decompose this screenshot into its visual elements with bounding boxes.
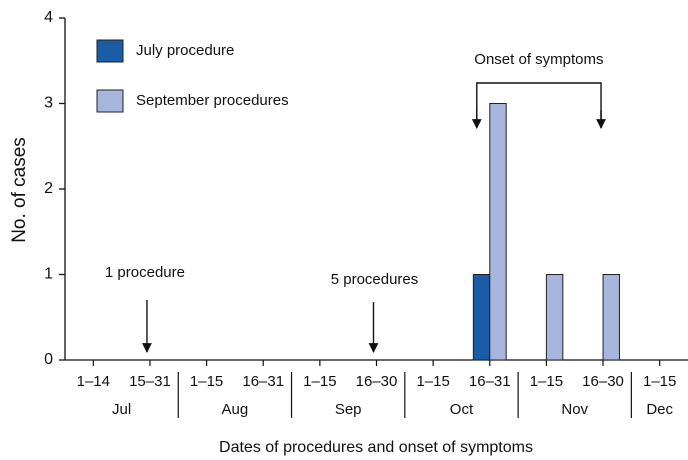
month-label: Sep: [335, 401, 362, 418]
x-tick-label: 1–15: [190, 373, 223, 390]
x-tick-label: 1–15: [416, 373, 449, 390]
bar: [489, 103, 507, 361]
month-label: Jul: [112, 401, 131, 418]
legend-swatch: [96, 89, 124, 113]
annotation-bracket: [476, 82, 602, 128]
y-tick-label: 1: [44, 266, 53, 283]
legend-swatch: [96, 39, 124, 63]
month-label: Dec: [646, 401, 673, 418]
x-tick-label: 16–31: [242, 373, 284, 390]
y-tick-label: 2: [44, 180, 53, 197]
x-tick-label: 1–15: [303, 373, 336, 390]
x-tick-label: 16–30: [582, 373, 624, 390]
x-tick-label: 16–31: [469, 373, 511, 390]
annotation: Onset of symptoms: [474, 51, 603, 68]
x-axis-title: Dates of procedures and onset of symptom…: [219, 439, 533, 456]
legend-label: July procedure: [136, 42, 234, 59]
bar: [602, 274, 620, 361]
bar: [472, 274, 491, 361]
x-tick-label: 15–31: [129, 373, 171, 390]
y-axis-title: No. of cases: [9, 137, 30, 243]
x-tick-label: 1–14: [77, 373, 110, 390]
legend-label: September procedures: [136, 92, 289, 109]
y-tick-label: 0: [44, 351, 53, 368]
y-tick-label: 3: [44, 95, 53, 112]
x-tick-label: 1–15: [643, 373, 676, 390]
bar: [545, 274, 564, 361]
y-tick-label: 4: [44, 9, 53, 26]
month-label: Aug: [222, 401, 249, 418]
annotation: 1 procedure: [105, 264, 185, 281]
annotation: 5 procedures: [331, 271, 419, 288]
month-label: Nov: [561, 401, 588, 418]
x-tick-label: 1–15: [530, 373, 563, 390]
month-label: Oct: [450, 401, 474, 418]
x-tick-label: 16–30: [356, 373, 398, 390]
